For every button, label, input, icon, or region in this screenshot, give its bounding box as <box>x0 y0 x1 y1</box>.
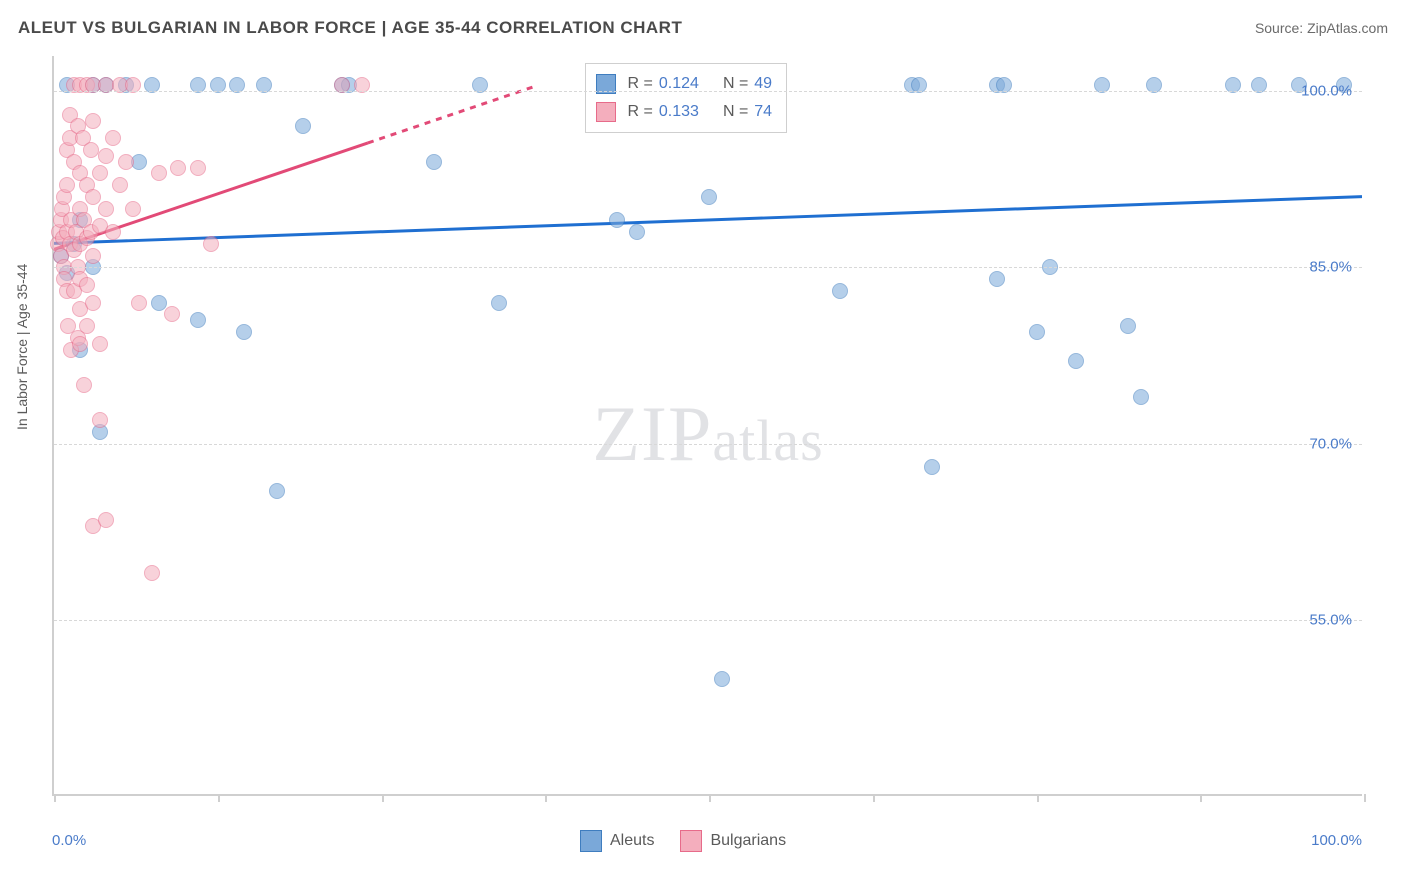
x-tick <box>218 794 220 802</box>
x-axis-max-label: 100.0% <box>1311 832 1362 849</box>
data-point <box>190 312 206 328</box>
data-point <box>79 318 95 334</box>
data-point <box>170 160 186 176</box>
legend-series-item: Aleuts <box>580 830 654 852</box>
data-point <box>59 177 75 193</box>
legend-swatch <box>596 102 616 122</box>
data-point <box>131 295 147 311</box>
data-point <box>426 154 442 170</box>
stats-legend: R =0.124N =49 R = 0.133 N = 74 <box>585 63 788 133</box>
data-point <box>609 212 625 228</box>
y-tick-label: 85.0% <box>1309 259 1352 276</box>
x-tick <box>873 794 875 802</box>
data-point <box>491 295 507 311</box>
legend-n-value: 74 <box>754 103 772 121</box>
data-point <box>92 336 108 352</box>
data-point <box>85 295 101 311</box>
data-point <box>832 283 848 299</box>
x-tick <box>709 794 711 802</box>
y-tick-label: 55.0% <box>1309 611 1352 628</box>
data-point <box>144 565 160 581</box>
data-point <box>112 177 128 193</box>
data-point <box>295 118 311 134</box>
data-point <box>164 306 180 322</box>
legend-r-label: R = <box>628 103 653 121</box>
series-legend: Aleuts Bulgarians <box>580 830 786 852</box>
data-point <box>190 160 206 176</box>
data-point <box>1133 389 1149 405</box>
gridline <box>54 620 1362 621</box>
data-point <box>83 142 99 158</box>
x-tick <box>1037 794 1039 802</box>
data-point <box>118 154 134 170</box>
plot-area: ZIPatlas R =0.124N =49R =0.133N =74 55.0… <box>52 56 1362 796</box>
data-point <box>105 224 121 240</box>
data-point <box>151 295 167 311</box>
x-axis-min-label: 0.0% <box>52 832 86 849</box>
data-point <box>92 165 108 181</box>
legend-stats-row: R = 0.133 N = 74 <box>596 98 773 126</box>
data-point <box>989 271 1005 287</box>
data-point <box>85 189 101 205</box>
legend-stats-row: R =0.124N =49 <box>596 70 773 98</box>
data-point <box>76 377 92 393</box>
legend-series-label: Aleuts <box>610 832 654 850</box>
x-tick <box>1200 794 1202 802</box>
data-point <box>72 336 88 352</box>
data-point <box>92 412 108 428</box>
source-label: Source: ZipAtlas.com <box>1255 20 1388 36</box>
data-point <box>1120 318 1136 334</box>
chart-container: { "title": "ALEUT VS BULGARIAN IN LABOR … <box>0 0 1406 892</box>
data-point <box>269 483 285 499</box>
data-point <box>714 671 730 687</box>
data-point <box>1068 353 1084 369</box>
data-point <box>1029 324 1045 340</box>
gridline <box>54 91 1362 92</box>
chart-title: ALEUT VS BULGARIAN IN LABOR FORCE | AGE … <box>18 18 682 38</box>
data-point <box>125 201 141 217</box>
data-point <box>701 189 717 205</box>
data-point <box>85 113 101 129</box>
legend-swatch <box>680 830 702 852</box>
gridline <box>54 267 1362 268</box>
x-tick <box>382 794 384 802</box>
legend-n-label: N = <box>723 103 748 121</box>
data-point <box>236 324 252 340</box>
title-bar: ALEUT VS BULGARIAN IN LABOR FORCE | AGE … <box>18 18 1388 38</box>
data-point <box>203 236 219 252</box>
x-tick <box>545 794 547 802</box>
points-layer <box>54 56 1362 794</box>
gridline <box>54 444 1362 445</box>
legend-series-label: Bulgarians <box>710 832 786 850</box>
data-point <box>629 224 645 240</box>
data-point <box>98 512 114 528</box>
data-point <box>79 277 95 293</box>
data-point <box>924 459 940 475</box>
y-tick-label: 100.0% <box>1301 83 1352 100</box>
legend-swatch <box>580 830 602 852</box>
legend-series-item: Bulgarians <box>680 830 786 852</box>
data-point <box>105 130 121 146</box>
x-tick <box>1364 794 1366 802</box>
data-point <box>85 248 101 264</box>
y-tick-label: 70.0% <box>1309 435 1352 452</box>
data-point <box>98 148 114 164</box>
x-tick <box>54 794 56 802</box>
y-axis-title: In Labor Force | Age 35-44 <box>14 264 30 430</box>
data-point <box>151 165 167 181</box>
legend-r-value: 0.133 <box>659 103 699 121</box>
data-point <box>98 201 114 217</box>
